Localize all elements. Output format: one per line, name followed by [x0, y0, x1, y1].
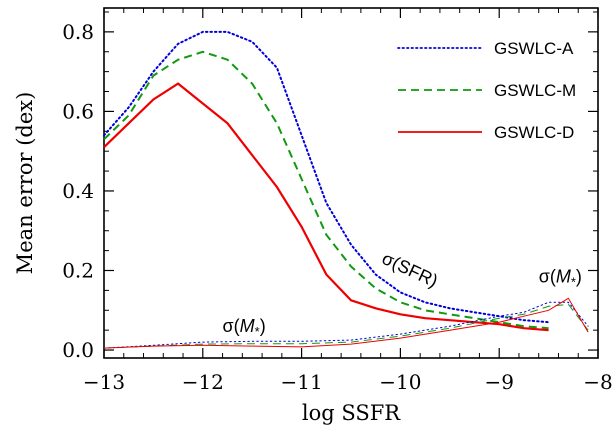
- annotation-label: σ(M*): [223, 316, 266, 339]
- x-tick-label: −13: [83, 370, 125, 394]
- axis-ticks: [103, 8, 599, 358]
- axis-tick-labels: −13 −12 −11 −10 −9 −8 0.0 0.2 0.4 0.6 0.8: [62, 20, 613, 394]
- x-axis-title: log SSFR: [302, 401, 401, 425]
- x-tick-label: −12: [182, 370, 224, 394]
- series-line-sfr-1: [103, 50, 549, 330]
- series-line-mstar-4: [103, 303, 589, 349]
- legend-label: GSWLC-A: [494, 39, 574, 58]
- legend: GSWLC-A GSWLC-M GSWLC-D: [397, 39, 576, 142]
- annotation-label: σ(SFR): [379, 248, 441, 291]
- legend-label: GSWLC-D: [494, 123, 574, 142]
- y-tick-label: 0.6: [62, 99, 94, 123]
- series-lines: [103, 30, 589, 349]
- y-tick-label: 0.2: [62, 259, 94, 283]
- series-line-mstar-3: [103, 301, 589, 349]
- y-axis-title: Mean error (dex): [13, 92, 37, 275]
- x-tick-label: −8: [583, 370, 612, 394]
- series-line-mstar-5: [103, 297, 589, 349]
- annotation-label: σ(M*): [539, 266, 582, 289]
- y-tick-label: 0.4: [62, 179, 94, 203]
- y-tick-label: 0.0: [62, 338, 94, 362]
- series-line-sfr-2: [103, 82, 549, 332]
- legend-label: GSWLC-M: [494, 81, 576, 100]
- plot-frame: [103, 7, 599, 359]
- series-line-sfr-0: [103, 30, 550, 324]
- x-tick-label: −10: [379, 370, 421, 394]
- y-tick-label: 0.8: [62, 20, 94, 44]
- x-tick-label: −9: [484, 370, 513, 394]
- x-tick-label: −11: [280, 370, 322, 394]
